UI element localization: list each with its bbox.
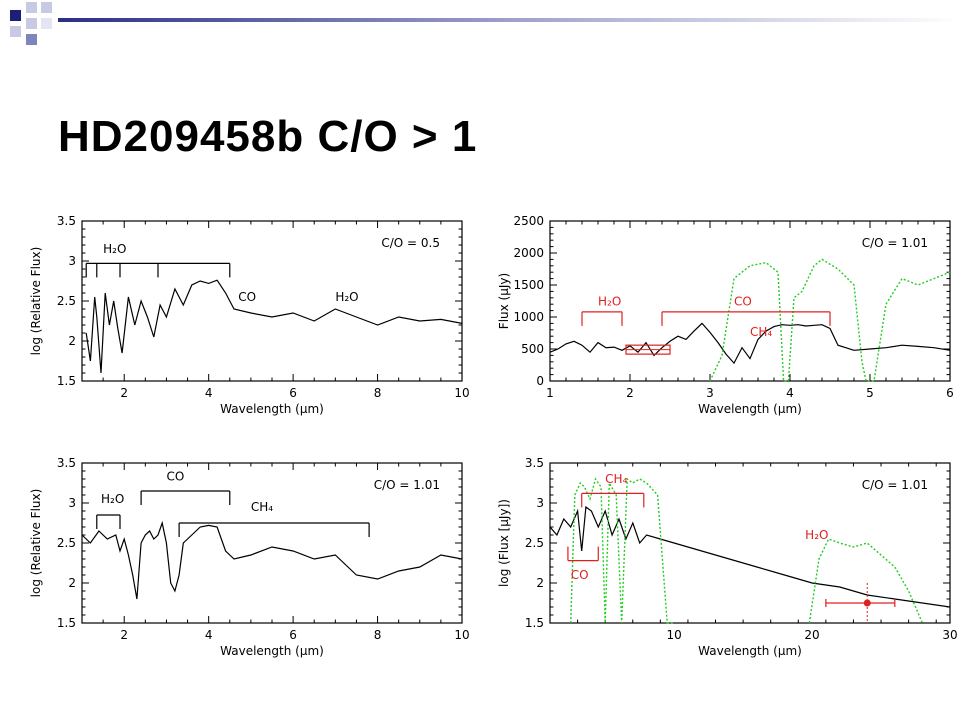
band-label: H₂O (335, 290, 358, 304)
c-o-ratio-annotation: C/O = 0.5 (381, 236, 440, 250)
y-axis-label: log (Relative Flux) (29, 489, 43, 598)
x-tick-label: 4 (205, 386, 213, 400)
x-tick-label: 20 (804, 628, 819, 642)
filter-transmission-curve (808, 538, 924, 624)
x-tick-label: 5 (866, 386, 874, 400)
y-tick-label: 3.5 (57, 214, 76, 228)
x-tick-label: 2 (626, 386, 634, 400)
x-axis-label: Wavelength (μm) (220, 402, 324, 416)
y-tick-label: 2.5 (525, 536, 544, 550)
band-label: H₂O (103, 242, 126, 256)
x-axis-label: Wavelength (μm) (698, 402, 802, 416)
slide-title: HD209458b C/O > 1 (58, 112, 478, 161)
band-label: CH₄ (605, 472, 627, 486)
y-tick-label: 1500 (513, 278, 544, 292)
c-o-ratio-annotation: C/O = 1.01 (374, 478, 440, 492)
model-spectrum-line (85, 279, 463, 374)
model-spectrum-line (549, 505, 951, 608)
y-tick-label: 3 (68, 254, 76, 268)
x-tick-label: 4 (205, 628, 213, 642)
y-tick-label: 3.5 (57, 456, 76, 470)
band-label: CH₄ (750, 325, 772, 339)
x-tick-label: 4 (786, 386, 794, 400)
x-tick-label: 2 (120, 386, 128, 400)
x-tick-label: 10 (454, 628, 469, 642)
y-tick-label: 3 (68, 496, 76, 510)
c-o-ratio-annotation: C/O = 1.01 (862, 236, 928, 250)
y-tick-label: 2.5 (57, 536, 76, 550)
x-tick-label: 6 (289, 628, 297, 642)
chart-c-o-1-01-flux-ujy: 1 2 3 4 5 6 0 500 1000 1500 2000 2500 Wavelength (μm… (497, 214, 954, 416)
y-tick-label: 1.5 (525, 616, 544, 630)
x-axis-label: Wavelength (μm) (698, 644, 802, 658)
x-axis-label: Wavelength (μm) (220, 644, 324, 658)
band-label: CO (571, 568, 589, 582)
y-tick-label: 1.5 (57, 616, 76, 630)
y-tick-label: 2.5 (57, 294, 76, 308)
y-tick-label: 3 (536, 496, 544, 510)
y-tick-label: 3.5 (525, 456, 544, 470)
x-tick-label: 8 (374, 628, 382, 642)
y-tick-label: 2000 (513, 246, 544, 260)
band-label: H₂O (598, 294, 621, 308)
observation-point (863, 599, 871, 607)
band-label: H₂O (805, 528, 828, 542)
x-tick-label: 10 (454, 386, 469, 400)
chart-c-o-1-01-relative-flux: 2 4 6 8 10 1.5 2 2.5 3 3.5 Wavelength (μm) log (Rel… (29, 456, 470, 658)
band-label: CH₄ (251, 500, 273, 514)
x-tick-label: 30 (942, 628, 957, 642)
y-tick-label: 2 (68, 334, 76, 348)
band-label: H₂O (101, 492, 124, 506)
x-tick-label: 1 (546, 386, 554, 400)
model-spectrum-line (549, 322, 951, 365)
corner-squares-decoration (10, 2, 960, 45)
y-tick-label: 2 (68, 576, 76, 590)
model-spectrum-line (81, 520, 463, 600)
x-tick-label: 10 (666, 628, 681, 642)
y-tick-label: 0 (536, 374, 544, 388)
c-o-ratio-annotation: C/O = 1.01 (862, 478, 928, 492)
chart-c-o-0-5-relative-flux: 2 4 6 8 10 1.5 2 2.5 3 3.5 Wavelength (μm) log (Rel… (29, 214, 470, 416)
chart-c-o-1-01-log-flux-ujy: 10 20 30 1.5 2 2.5 3 3.5 Wavelength (μm) log (Flu… (497, 456, 958, 658)
x-tick-label: 2 (120, 628, 128, 642)
band-label: CO (166, 470, 184, 484)
y-tick-label: 2500 (513, 214, 544, 228)
y-tick-label: 500 (521, 342, 544, 356)
plot-frame (549, 220, 951, 382)
x-tick-label: 6 (289, 386, 297, 400)
filter-transmission-curve (570, 477, 675, 624)
y-axis-label: log (Flux [μJy]) (497, 499, 511, 587)
x-tick-label: 3 (706, 386, 714, 400)
y-axis-label: log (Relative Flux) (29, 247, 43, 356)
y-tick-label: 1.5 (57, 374, 76, 388)
y-tick-label: 1000 (513, 310, 544, 324)
x-tick-label: 8 (374, 386, 382, 400)
y-axis-label: Flux (μJy) (497, 273, 511, 329)
x-tick-label: 6 (946, 386, 954, 400)
band-label: CO (238, 290, 256, 304)
y-tick-label: 2 (536, 576, 544, 590)
band-label: CO (734, 294, 752, 308)
